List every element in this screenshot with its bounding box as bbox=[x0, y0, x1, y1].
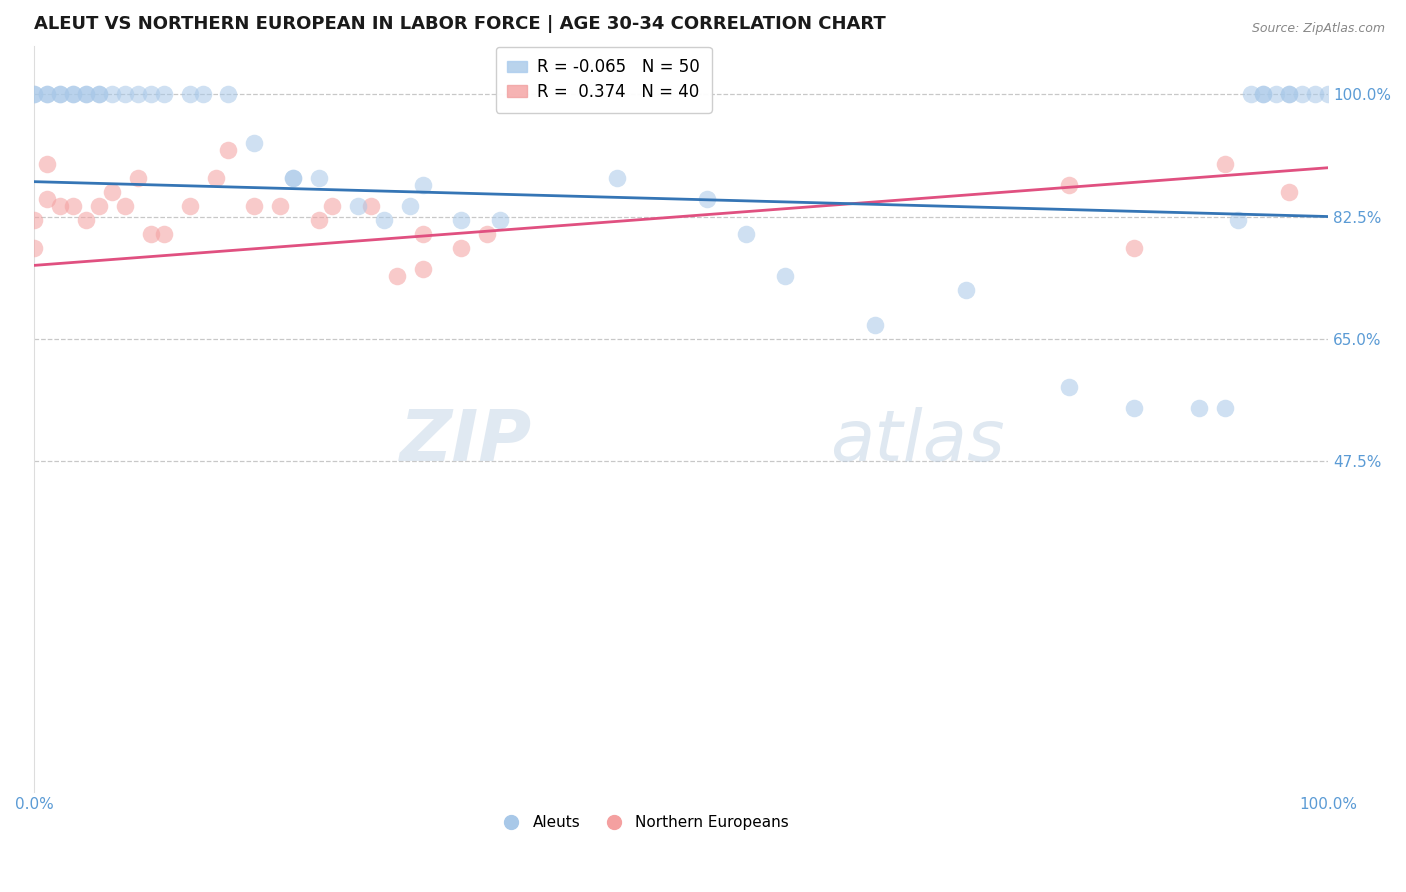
Point bbox=[1226, 213, 1249, 227]
Point bbox=[412, 178, 434, 193]
Point bbox=[1213, 401, 1236, 416]
Point bbox=[127, 87, 149, 102]
Point bbox=[22, 87, 45, 102]
Point bbox=[152, 87, 174, 102]
Point bbox=[152, 227, 174, 241]
Point bbox=[489, 213, 512, 227]
Text: ZIP: ZIP bbox=[401, 407, 533, 475]
Point bbox=[22, 213, 45, 227]
Point bbox=[477, 227, 499, 241]
Point bbox=[179, 199, 201, 213]
Point bbox=[308, 171, 330, 186]
Point bbox=[1059, 178, 1081, 193]
Point bbox=[321, 199, 343, 213]
Point bbox=[204, 171, 226, 186]
Point bbox=[1123, 241, 1146, 255]
Point bbox=[1213, 157, 1236, 171]
Point bbox=[865, 318, 887, 332]
Point bbox=[191, 87, 214, 102]
Point bbox=[281, 171, 304, 186]
Point bbox=[398, 199, 420, 213]
Point bbox=[269, 199, 291, 213]
Point bbox=[101, 185, 124, 199]
Point bbox=[139, 227, 162, 241]
Point bbox=[450, 213, 472, 227]
Point bbox=[1123, 401, 1146, 416]
Point bbox=[37, 87, 59, 102]
Point bbox=[735, 227, 758, 241]
Point bbox=[217, 87, 239, 102]
Point bbox=[22, 241, 45, 255]
Point bbox=[606, 171, 628, 186]
Point bbox=[75, 87, 97, 102]
Point bbox=[37, 87, 59, 102]
Point bbox=[87, 87, 110, 102]
Point bbox=[955, 283, 977, 297]
Point bbox=[385, 268, 408, 283]
Point bbox=[1278, 87, 1301, 102]
Point bbox=[75, 87, 97, 102]
Point bbox=[1317, 87, 1340, 102]
Point bbox=[412, 227, 434, 241]
Point bbox=[179, 87, 201, 102]
Point bbox=[62, 199, 84, 213]
Point bbox=[360, 199, 382, 213]
Point bbox=[49, 87, 72, 102]
Point bbox=[1059, 380, 1081, 394]
Point bbox=[1291, 87, 1313, 102]
Point bbox=[49, 199, 72, 213]
Point bbox=[37, 157, 59, 171]
Point bbox=[114, 199, 136, 213]
Point bbox=[22, 87, 45, 102]
Point bbox=[101, 87, 124, 102]
Point bbox=[37, 192, 59, 206]
Point bbox=[1253, 87, 1275, 102]
Point bbox=[114, 87, 136, 102]
Point bbox=[75, 213, 97, 227]
Point bbox=[87, 199, 110, 213]
Legend: Aleuts, Northern Europeans: Aleuts, Northern Europeans bbox=[489, 809, 796, 837]
Point bbox=[62, 87, 84, 102]
Point bbox=[281, 171, 304, 186]
Point bbox=[87, 87, 110, 102]
Point bbox=[127, 171, 149, 186]
Point bbox=[773, 268, 796, 283]
Point bbox=[1253, 87, 1275, 102]
Text: ALEUT VS NORTHERN EUROPEAN IN LABOR FORCE | AGE 30-34 CORRELATION CHART: ALEUT VS NORTHERN EUROPEAN IN LABOR FORC… bbox=[34, 15, 886, 33]
Point bbox=[373, 213, 395, 227]
Point bbox=[412, 261, 434, 276]
Text: Source: ZipAtlas.com: Source: ZipAtlas.com bbox=[1251, 22, 1385, 36]
Point bbox=[243, 199, 266, 213]
Point bbox=[696, 192, 718, 206]
Text: atlas: atlas bbox=[830, 407, 1005, 475]
Point bbox=[308, 213, 330, 227]
Point bbox=[1239, 87, 1261, 102]
Point bbox=[49, 87, 72, 102]
Point bbox=[1265, 87, 1288, 102]
Point bbox=[139, 87, 162, 102]
Point bbox=[450, 241, 472, 255]
Point bbox=[346, 199, 368, 213]
Point bbox=[62, 87, 84, 102]
Point bbox=[243, 136, 266, 151]
Point bbox=[1188, 401, 1211, 416]
Point bbox=[1278, 185, 1301, 199]
Point bbox=[217, 143, 239, 157]
Point bbox=[1303, 87, 1326, 102]
Point bbox=[1278, 87, 1301, 102]
